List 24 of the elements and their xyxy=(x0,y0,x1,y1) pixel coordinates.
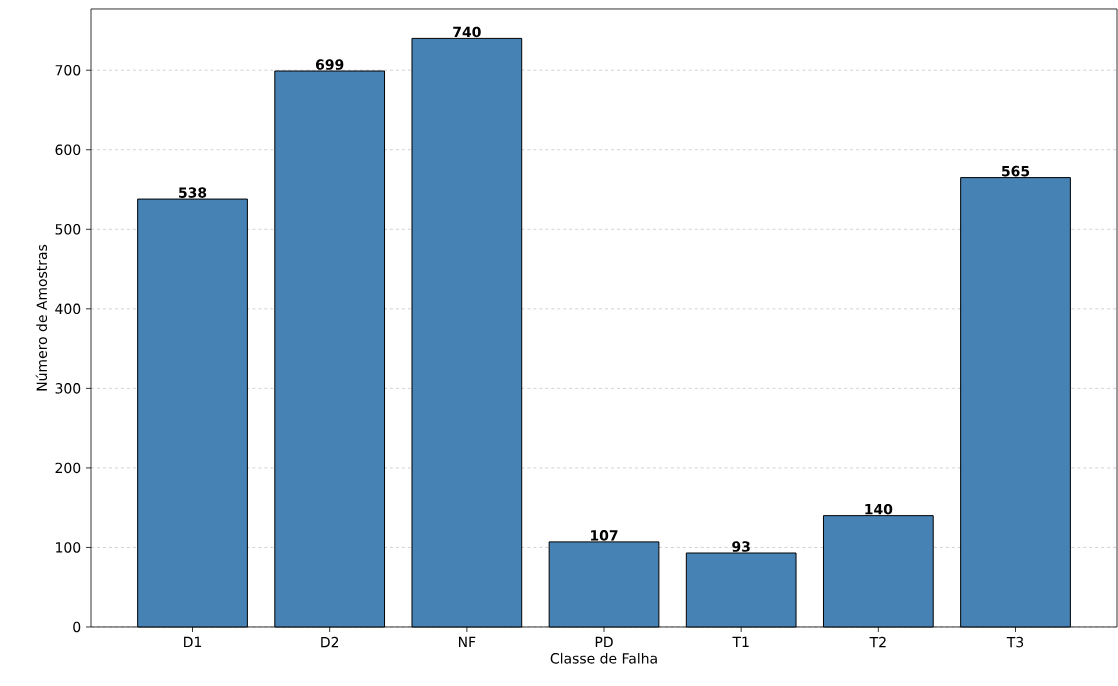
x-tick-label: D1 xyxy=(184,636,202,647)
data-label: 699 xyxy=(315,59,344,70)
data-label: 107 xyxy=(591,530,618,541)
y-tick-label: 300 xyxy=(55,383,81,394)
x-axis-title: Classe de Falha xyxy=(550,652,657,664)
y-tick-label: 200 xyxy=(55,462,81,474)
data-label: 93 xyxy=(732,541,750,552)
data-label: 538 xyxy=(179,187,207,198)
y-tick-label: 500 xyxy=(55,224,81,235)
y-tick-label: 700 xyxy=(55,64,81,76)
x-tick-label: T3 xyxy=(1006,636,1024,648)
y-axis-title: Número de Amostras xyxy=(35,244,48,391)
x-tick-label: T2 xyxy=(869,636,886,648)
data-label: 565 xyxy=(1002,165,1030,177)
x-tick-label: PD xyxy=(595,636,613,647)
y-tick-label: 0 xyxy=(73,621,81,633)
y-tick-label: 600 xyxy=(55,144,81,156)
data-label: 140 xyxy=(865,503,893,515)
y-tick-label: 400 xyxy=(55,303,81,315)
x-tick-label: T1 xyxy=(732,636,749,647)
data-label: 740 xyxy=(453,26,481,38)
x-tick-label: D2 xyxy=(321,636,339,648)
y-tick-label: 100 xyxy=(56,542,81,553)
x-tick-label: NF xyxy=(458,636,476,647)
